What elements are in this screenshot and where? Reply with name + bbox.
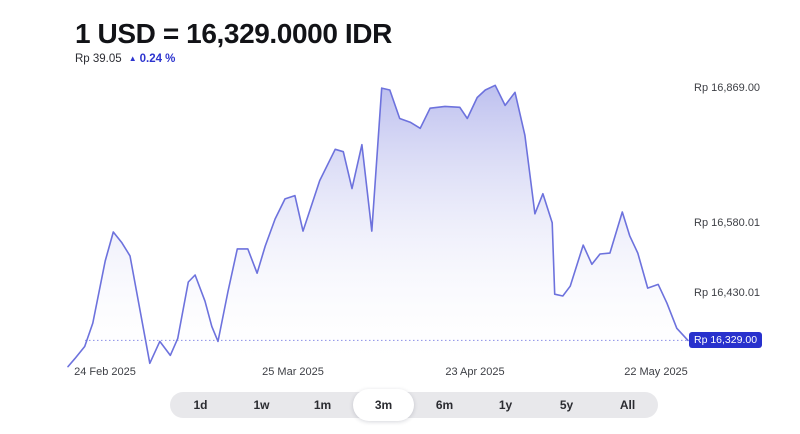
range-button-all[interactable]: All (597, 392, 658, 418)
x-axis-label: 24 Feb 2025 (74, 366, 136, 378)
rate-area-fill (68, 85, 688, 373)
range-button-1y[interactable]: 1y (475, 392, 536, 418)
range-button-3m[interactable]: 3m (353, 389, 414, 421)
y-axis-label: Rp 16,869.00 (694, 82, 761, 94)
x-axis-label: 23 Apr 2025 (445, 366, 505, 378)
rate-change-row: Rp 39.05 ▲ 0.24 % (75, 53, 392, 65)
range-button-1m[interactable]: 1m (292, 392, 353, 418)
change-percent: 0.24 % (139, 53, 176, 66)
x-axis-label: 22 May 2025 (624, 366, 688, 378)
range-button-5y[interactable]: 5y (536, 392, 597, 418)
range-button-1d[interactable]: 1d (170, 392, 231, 418)
change-amount: Rp 39.05 (75, 53, 122, 66)
page-title: 1 USD = 16,329.0000 IDR (75, 18, 392, 49)
range-button-6m[interactable]: 6m (414, 392, 475, 418)
x-axis-label: 25 Mar 2025 (262, 366, 324, 378)
range-button-1w[interactable]: 1w (231, 392, 292, 418)
rate-line (67, 84, 689, 368)
y-axis-label: Rp 16,430.01 (694, 287, 761, 299)
rate-header: 1 USD = 16,329.0000 IDR Rp 39.05 ▲ 0.24 … (75, 18, 392, 65)
range-selector: 1d 1w 1m 3m 6m 1y 5y All (170, 389, 658, 421)
trend-up-icon: ▲ (128, 54, 137, 64)
change-percent-group: ▲ 0.24 % (129, 53, 176, 65)
current-rate-badge: Rp 16,329.00 (689, 332, 763, 348)
y-axis-label: Rp 16,580.01 (694, 217, 761, 229)
